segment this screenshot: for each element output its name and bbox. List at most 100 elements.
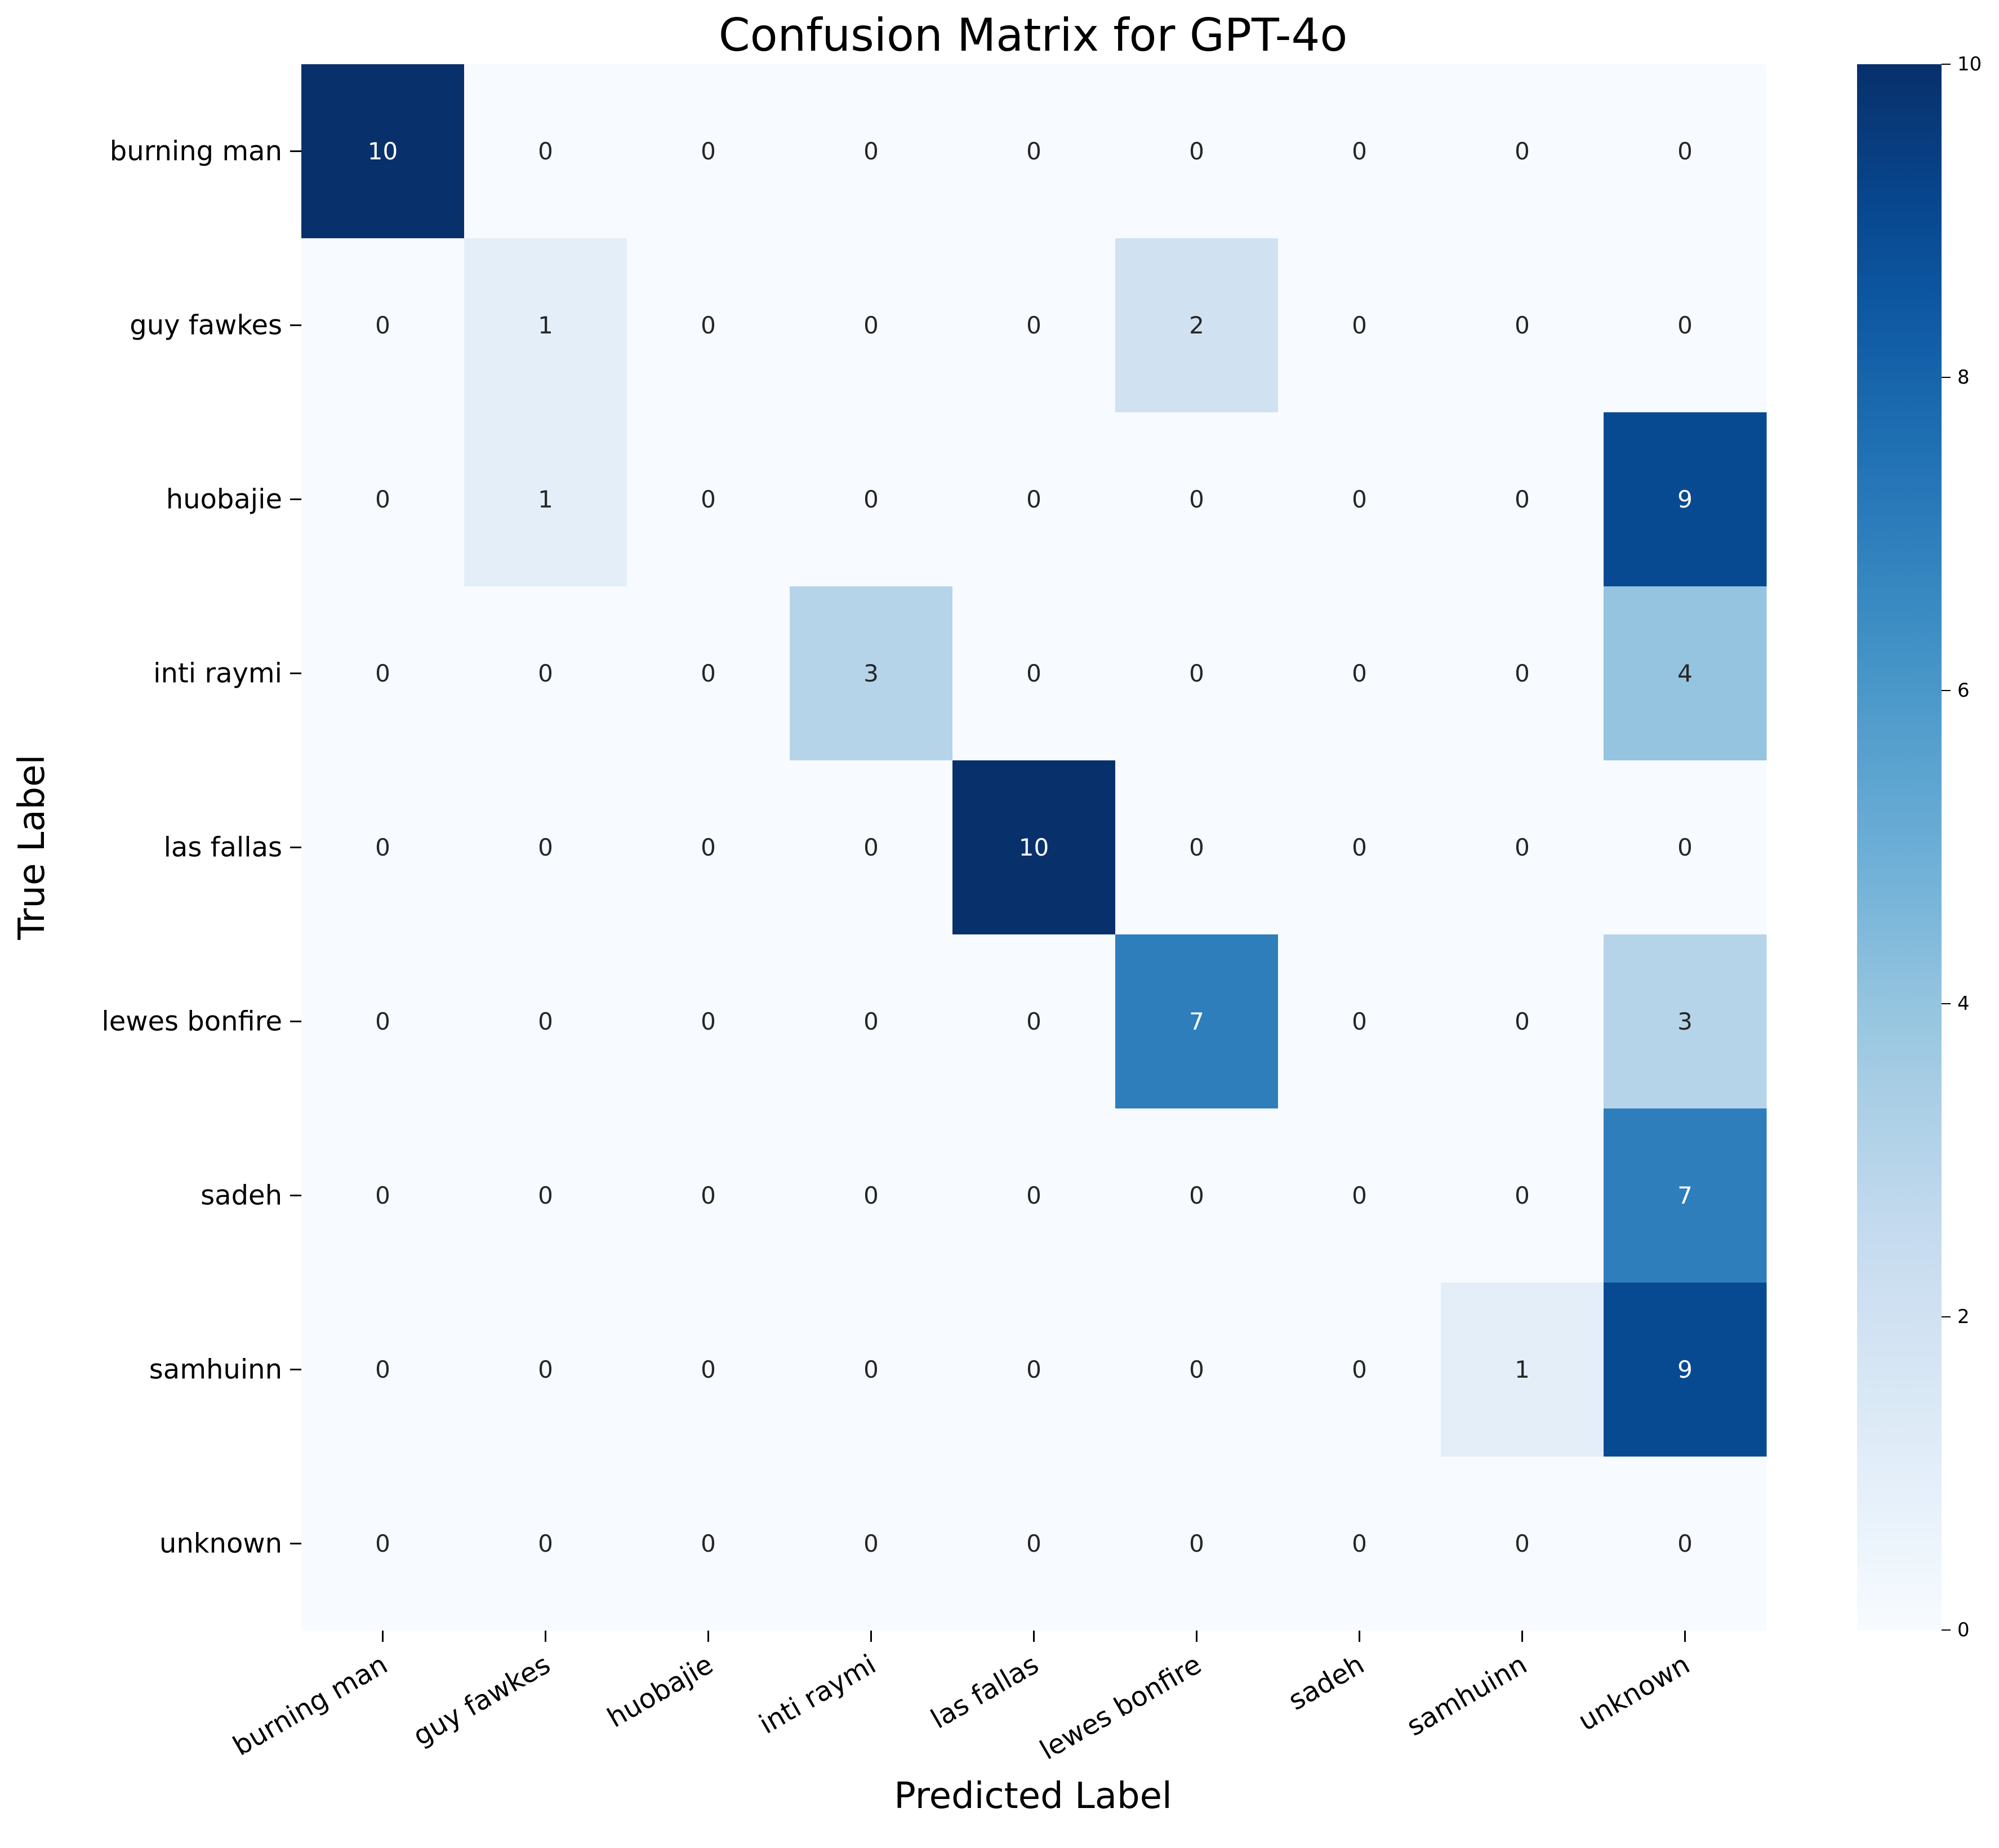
heatmap-cell-r5-c5 bbox=[1115, 934, 1279, 1109]
heatmap-cell-r7-c8 bbox=[1604, 1283, 1767, 1457]
heatmap-cell-r3-c8 bbox=[1604, 586, 1767, 761]
y-tick-label: lewes bonfire bbox=[101, 1006, 282, 1037]
cell-value-r1-c5: 2 bbox=[1189, 311, 1204, 339]
cell-value-r7-c1: 0 bbox=[538, 1356, 553, 1383]
cell-value-r3-c8: 4 bbox=[1677, 660, 1693, 687]
heatmap-cell-r2-c4 bbox=[952, 412, 1116, 587]
heatmap-cell-r7-c1 bbox=[464, 1283, 627, 1457]
cell-value-r8-c1: 0 bbox=[538, 1530, 553, 1557]
cell-value-r4-c7: 0 bbox=[1515, 834, 1530, 861]
heatmap-cell-r8-c2 bbox=[627, 1457, 790, 1631]
cell-value-r5-c4: 0 bbox=[1026, 1008, 1041, 1035]
cell-value-r2-c2: 0 bbox=[701, 486, 716, 513]
cell-value-r0-c3: 0 bbox=[863, 137, 879, 165]
cell-value-r4-c4: 10 bbox=[1019, 834, 1049, 861]
cell-value-r2-c3: 0 bbox=[863, 486, 879, 513]
cell-value-r5-c7: 0 bbox=[1515, 1008, 1530, 1035]
heatmap-cell-r7-c6 bbox=[1278, 1283, 1441, 1457]
cell-value-r6-c3: 0 bbox=[863, 1182, 879, 1209]
y-tick-label: samhuinn bbox=[149, 1354, 282, 1386]
heatmap-cell-r6-c8 bbox=[1604, 1108, 1767, 1283]
cell-value-r5-c8: 3 bbox=[1677, 1008, 1693, 1035]
cell-value-r7-c3: 0 bbox=[863, 1356, 879, 1383]
heatmap-cell-r4-c6 bbox=[1278, 760, 1441, 935]
heatmap-cell-r3-c7 bbox=[1441, 586, 1604, 761]
y-tick-label: unknown bbox=[159, 1528, 282, 1560]
heatmap-cell-r6-c7 bbox=[1441, 1108, 1604, 1283]
heatmap-cell-r8-c1 bbox=[464, 1457, 627, 1631]
cell-value-r8-c7: 0 bbox=[1515, 1530, 1530, 1557]
heatmap-cell-r8-c3 bbox=[790, 1457, 953, 1631]
heatmap-cell-r5-c2 bbox=[627, 934, 790, 1109]
heatmap-cell-r3-c2 bbox=[627, 586, 790, 761]
y-axis-ticks: burning man guy fawkes huobajie inti raymi l… bbox=[101, 136, 301, 1560]
y-tick-label: huobajie bbox=[166, 484, 282, 515]
heatmap-cell-r1-c2 bbox=[627, 238, 790, 413]
cell-value-r1-c8: 0 bbox=[1677, 311, 1693, 339]
cell-value-r3-c1: 0 bbox=[538, 660, 553, 687]
heatmap-cell-r5-c7 bbox=[1441, 934, 1604, 1109]
heatmap-cell-r3-c6 bbox=[1278, 586, 1441, 761]
heatmap-cell-r2-c5 bbox=[1115, 412, 1279, 587]
heatmap-cell-r1-c0 bbox=[301, 238, 465, 413]
heatmap-cell-r4-c8 bbox=[1604, 760, 1767, 935]
cell-value-r8-c0: 0 bbox=[375, 1530, 390, 1557]
cell-value-r6-c5: 0 bbox=[1189, 1182, 1204, 1209]
cell-value-r8-c2: 0 bbox=[701, 1530, 716, 1557]
heatmap-cell-r4-c1 bbox=[464, 760, 627, 935]
heatmap-cell-r5-c8 bbox=[1604, 934, 1767, 1109]
heatmap-cell-r0-c4 bbox=[952, 64, 1116, 239]
heatmap-cell-r8-c6 bbox=[1278, 1457, 1441, 1631]
cell-value-r6-c4: 0 bbox=[1026, 1182, 1041, 1209]
cell-value-r1-c7: 0 bbox=[1515, 311, 1530, 339]
cell-value-r4-c2: 0 bbox=[701, 834, 716, 861]
cell-value-r2-c7: 0 bbox=[1515, 486, 1530, 513]
heatmap-cell-r2-c3 bbox=[790, 412, 953, 587]
colorbar-tick-label: 8 bbox=[1957, 366, 1970, 389]
cell-value-r6-c8: 7 bbox=[1677, 1182, 1693, 1209]
cell-value-r1-c3: 0 bbox=[863, 311, 879, 339]
heatmap-cell-r8-c7 bbox=[1441, 1457, 1604, 1631]
y-tick-label: sadeh bbox=[201, 1180, 282, 1212]
heatmap-cell-r6-c3 bbox=[790, 1108, 953, 1283]
heatmap-cell-r6-c5 bbox=[1115, 1108, 1279, 1283]
cell-value-r3-c4: 0 bbox=[1026, 660, 1041, 687]
heatmap-cell-r4-c7 bbox=[1441, 760, 1604, 935]
heatmap-cell-r6-c6 bbox=[1278, 1108, 1441, 1283]
heatmap-cell-r3-c3 bbox=[790, 586, 953, 761]
cell-value-r5-c5: 7 bbox=[1189, 1008, 1204, 1035]
heatmap-cell-r5-c3 bbox=[790, 934, 953, 1109]
cell-value-r2-c1: 1 bbox=[538, 486, 553, 513]
cell-value-r6-c1: 0 bbox=[538, 1182, 553, 1209]
cell-value-r8-c3: 0 bbox=[863, 1530, 879, 1557]
heatmap-cell-r4-c4 bbox=[952, 760, 1116, 935]
cell-value-r5-c6: 0 bbox=[1352, 1008, 1367, 1035]
x-axis-label: Predicted Label bbox=[894, 1775, 1172, 1817]
heatmap-cell-r4-c3 bbox=[790, 760, 953, 935]
cell-value-r7-c6: 0 bbox=[1352, 1356, 1367, 1383]
cell-value-r7-c5: 0 bbox=[1189, 1356, 1204, 1383]
heatmap-cell-r5-c0 bbox=[301, 934, 465, 1109]
heatmap-cell-r6-c2 bbox=[627, 1108, 790, 1283]
cell-value-r7-c0: 0 bbox=[375, 1356, 390, 1383]
heatmap-cell-r1-c6 bbox=[1278, 238, 1441, 413]
cell-value-r6-c0: 0 bbox=[375, 1182, 390, 1209]
cell-value-r0-c2: 0 bbox=[701, 137, 716, 165]
heatmap-cell-r1-c7 bbox=[1441, 238, 1604, 413]
heatmap-cell-r0-c2 bbox=[627, 64, 790, 239]
cell-value-r4-c0: 0 bbox=[375, 834, 390, 861]
heatmap-cell-r7-c3 bbox=[790, 1283, 953, 1457]
heatmap-cell-r0-c5 bbox=[1115, 64, 1279, 239]
heatmap-cell-r0-c1 bbox=[464, 64, 627, 239]
cell-value-r0-c4: 0 bbox=[1026, 137, 1041, 165]
cell-value-r2-c6: 0 bbox=[1352, 486, 1367, 513]
cell-value-r4-c6: 0 bbox=[1352, 834, 1367, 861]
heatmap-cell-r3-c1 bbox=[464, 586, 627, 761]
heatmap-cell-r8-c5 bbox=[1115, 1457, 1279, 1631]
cell-value-r8-c6: 0 bbox=[1352, 1530, 1367, 1557]
heatmap-cell-r7-c0 bbox=[301, 1283, 465, 1457]
colorbar-tick-label: 2 bbox=[1957, 1306, 1970, 1328]
cell-value-r1-c1: 1 bbox=[538, 311, 553, 339]
y-tick-label: inti raymi bbox=[153, 658, 282, 689]
